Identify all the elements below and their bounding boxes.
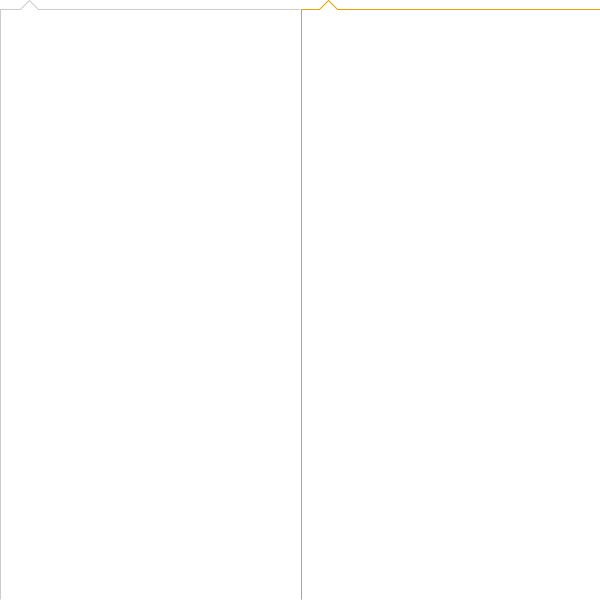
right-popover-arrow-fill: [320, 2, 337, 10]
left-popover-border: [0, 0, 300, 600]
left-popover-panel: [0, 0, 300, 600]
right-popover-outline: [301, 0, 600, 600]
right-popover-panel: [300, 0, 600, 600]
left-popover-outline: [0, 0, 300, 600]
right-popover-border: [301, 0, 600, 600]
left-popover-arrow-fill: [21, 2, 38, 10]
